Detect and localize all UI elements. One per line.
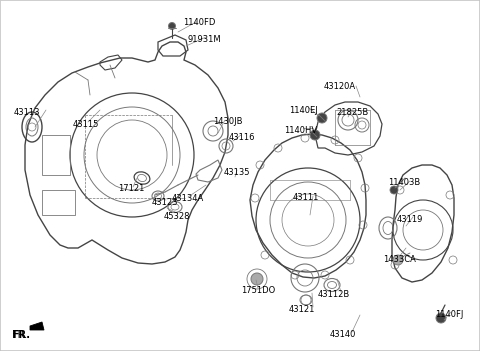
Text: 1140FJ: 1140FJ (435, 310, 463, 319)
Text: 11403B: 11403B (388, 178, 420, 187)
Text: 21825B: 21825B (336, 108, 368, 117)
Text: 43116: 43116 (229, 133, 255, 142)
Circle shape (393, 255, 403, 265)
Text: 43115: 43115 (73, 120, 99, 129)
Text: 43120A: 43120A (324, 82, 356, 91)
Circle shape (317, 113, 327, 123)
Text: 43113: 43113 (14, 108, 40, 117)
Text: 1140FD: 1140FD (183, 18, 216, 27)
Text: 43140: 43140 (330, 330, 356, 339)
Polygon shape (30, 322, 44, 330)
Text: 1140HV: 1140HV (284, 126, 317, 135)
Text: 43123: 43123 (152, 198, 179, 207)
Text: 43134A: 43134A (172, 194, 204, 203)
Text: 1751DO: 1751DO (241, 286, 275, 295)
Text: FR.: FR. (12, 330, 27, 340)
Text: FR.: FR. (12, 330, 30, 340)
Text: 45328: 45328 (164, 212, 191, 221)
Circle shape (310, 130, 320, 140)
Text: 17121: 17121 (118, 184, 144, 193)
Circle shape (168, 22, 176, 29)
Text: 1430JB: 1430JB (213, 117, 242, 126)
Circle shape (251, 273, 263, 285)
Circle shape (390, 186, 398, 194)
Text: 91931M: 91931M (188, 35, 222, 44)
Text: 43119: 43119 (397, 215, 423, 224)
Text: 43112B: 43112B (318, 290, 350, 299)
Circle shape (436, 313, 446, 323)
Text: 43135: 43135 (224, 168, 251, 177)
Text: 43121: 43121 (289, 305, 315, 314)
Text: 1433CA: 1433CA (383, 255, 416, 264)
Text: 1140EJ: 1140EJ (289, 106, 318, 115)
Text: 43111: 43111 (293, 193, 319, 202)
